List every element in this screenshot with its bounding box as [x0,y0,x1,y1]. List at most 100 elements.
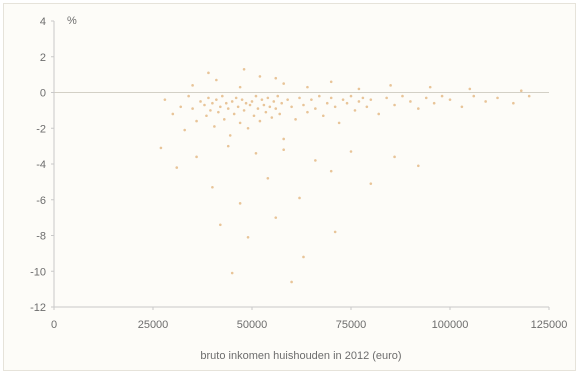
data-point [321,114,325,118]
data-point [258,119,262,123]
data-point [337,121,341,125]
data-point [221,94,224,98]
data-point [236,105,240,109]
data-point [448,98,452,101]
data-point [238,202,242,205]
data-point [215,78,218,82]
data-point [224,101,228,105]
data-point [246,126,250,130]
data-point [258,75,262,78]
x-tick-label: 75000 [336,319,367,331]
points-layer [159,67,531,284]
data-point [248,103,252,107]
y-tick-label: 4 [40,16,46,28]
x-tick-label: 125000 [531,319,568,331]
data-point [519,89,523,93]
data-point [389,84,392,87]
y-tick-label: -2 [36,123,46,135]
data-point [171,112,175,116]
data-point [242,67,246,71]
data-point [211,101,214,105]
data-point [228,134,232,137]
data-point [219,223,222,227]
data-point [250,100,254,103]
data-point [310,98,313,101]
data-point [417,107,420,110]
data-point [159,146,163,150]
axis-layer: 4 2 0 -2 -4 -6 -8 -10 -12 0 25000 50000 75000 100000 1… [30,16,567,331]
data-point [203,103,206,107]
data-point [527,94,531,98]
data-point [274,107,278,110]
x-tick-label: 50000 [237,319,268,331]
data-point [424,96,428,100]
data-point [329,169,333,173]
data-point [357,100,361,103]
data-point [183,128,186,132]
data-point [428,85,432,89]
data-point [353,109,357,112]
x-tick-label: 0 [51,319,57,331]
data-point [290,105,293,109]
y-tick-label: -8 [36,231,46,243]
data-point [377,112,381,116]
data-point [260,98,264,101]
data-point [345,101,349,105]
data-point [215,98,218,101]
y-tick-label: -6 [36,195,46,207]
data-point [401,94,404,98]
data-point [209,109,212,112]
data-point [226,107,230,110]
x-axis-label: bruto inkomen huishouden in 2012 (euro) [200,350,401,362]
data-point [244,101,248,105]
data-point [191,107,194,110]
data-point [357,87,361,91]
data-point [290,280,293,284]
data-point [278,112,282,116]
data-point [252,114,256,118]
y-tick-label: 2 [40,52,46,64]
y-tick-label: -12 [30,302,46,314]
data-point [329,96,333,100]
data-point [468,87,472,91]
data-point [262,103,266,107]
data-point [246,235,250,239]
data-point [254,151,258,155]
data-point [282,82,285,85]
chart-frame: 4 2 0 -2 -4 -6 -8 -10 -12 0 25000 50000 75000 100000 1… [3,3,576,371]
data-point [234,96,238,100]
data-point [264,110,268,114]
data-point [432,101,436,105]
data-point [302,103,305,107]
data-point [294,118,297,121]
data-point [274,76,278,80]
data-point [175,166,179,169]
data-point [187,94,190,98]
data-point [207,71,210,75]
data-point [325,101,329,105]
y-tick-label: -10 [30,266,46,278]
data-point [222,118,226,121]
data-point [163,98,167,101]
data-point [393,103,396,107]
data-point [266,96,270,100]
data-point [286,98,289,101]
data-point [318,94,321,98]
data-point [199,100,202,103]
data-point [314,159,317,162]
data-point [272,100,276,103]
data-point [226,144,230,148]
data-point [274,216,278,219]
data-point [268,105,272,109]
x-tick-label: 100000 [432,319,469,331]
data-point [349,94,353,98]
data-point [484,100,487,103]
data-point [205,114,208,118]
data-point [280,101,284,105]
data-point [238,85,242,89]
data-point [240,98,244,101]
data-point [282,148,285,151]
data-point [369,98,373,101]
data-point [333,105,337,109]
data-point [369,182,373,185]
